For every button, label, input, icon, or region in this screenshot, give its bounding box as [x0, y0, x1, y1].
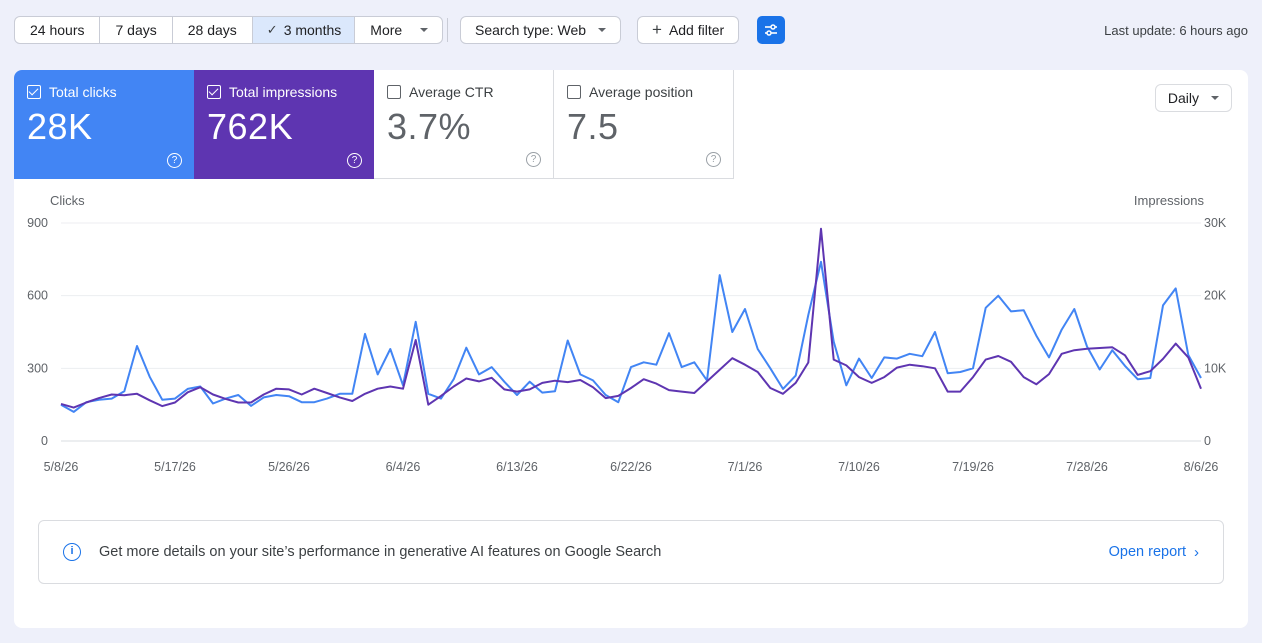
impressions-series-line	[60, 227, 1202, 409]
left-axis-label: Clicks	[50, 193, 85, 208]
tune-icon	[765, 24, 777, 36]
x-tick-label: 6/4/26	[386, 460, 421, 474]
banner-text: Get more details on your site’s performa…	[99, 544, 662, 560]
x-tick-label: 7/10/26	[838, 460, 880, 474]
metric-label: Average CTR	[409, 84, 494, 100]
metric-average-position[interactable]: Average position 7.5 ?	[554, 70, 734, 179]
range-label: 3 months	[283, 22, 342, 38]
left-tick-label: 600	[27, 289, 48, 303]
search-type-dropdown[interactable]: Search type: Web	[460, 16, 622, 44]
help-icon[interactable]: ?	[167, 153, 182, 168]
checkbox-icon[interactable]	[27, 85, 41, 99]
range-label: More	[370, 22, 403, 38]
metric-value: 762K	[207, 106, 294, 147]
x-tick-label: 5/8/26	[44, 460, 79, 474]
toolbar: 24 hours 7 days 28 days ✓ 3 months More …	[0, 0, 1262, 60]
x-tick-label: 5/26/26	[268, 460, 310, 474]
x-tick-label: 7/1/26	[728, 460, 763, 474]
checkbox-icon[interactable]	[387, 85, 401, 99]
metric-label: Total impressions	[229, 84, 338, 100]
open-report-link[interactable]: Open report ›	[1109, 544, 1199, 561]
left-tick-label: 0	[41, 434, 48, 448]
x-tick-label: 8/6/26	[1184, 460, 1219, 474]
range-24-hours[interactable]: 24 hours	[15, 17, 101, 43]
chevron-right-icon: ›	[1194, 543, 1199, 561]
range-label: 7 days	[115, 22, 157, 38]
help-icon[interactable]: ?	[526, 152, 541, 167]
checkbox-icon[interactable]	[567, 85, 581, 99]
range-3-months[interactable]: ✓ 3 months	[252, 17, 356, 43]
date-range-selector: 24 hours 7 days 28 days ✓ 3 months More	[14, 16, 444, 44]
search-type-label: Search type: Web	[475, 22, 587, 38]
x-tick-label: 6/13/26	[496, 460, 538, 474]
metric-value: 28K	[27, 106, 93, 147]
range-28-days[interactable]: 28 days	[173, 17, 253, 43]
performance-card: Total clicks 28K ? Total impressions 762…	[14, 70, 1248, 628]
x-tick-label: 6/22/26	[610, 460, 652, 474]
granularity-dropdown[interactable]: Daily	[1154, 84, 1232, 112]
metric-total-impressions[interactable]: Total impressions 762K ?	[194, 70, 374, 179]
metric-value: 7.5	[567, 106, 619, 147]
plus-icon: +	[652, 20, 662, 39]
range-label: 24 hours	[30, 22, 85, 38]
granularity-label: Daily	[1167, 90, 1199, 106]
right-axis-label: Impressions	[1134, 193, 1205, 208]
last-update-text: Last update: 6 hours ago	[1104, 23, 1248, 38]
range-label: 28 days	[187, 22, 237, 38]
metric-value: 3.7%	[387, 106, 472, 147]
checkbox-icon[interactable]	[207, 85, 221, 99]
info-icon: i	[63, 543, 81, 561]
right-tick-label: 20K	[1204, 289, 1227, 303]
right-tick-label: 0	[1204, 434, 1211, 448]
chevron-down-icon	[598, 28, 607, 32]
settings-tune-button[interactable]	[757, 16, 785, 44]
toolbar-divider	[447, 18, 448, 42]
help-icon[interactable]: ?	[706, 152, 721, 167]
open-report-label: Open report	[1108, 544, 1186, 560]
range-7-days[interactable]: 7 days	[100, 17, 173, 43]
range-more-dropdown[interactable]: More	[355, 17, 442, 43]
add-filter-label: Add filter	[668, 22, 725, 38]
chevron-down-icon	[420, 28, 429, 32]
x-tick-label: 5/17/26	[154, 460, 196, 474]
x-tick-label: 7/28/26	[1066, 460, 1108, 474]
left-tick-label: 900	[27, 216, 48, 230]
right-tick-label: 10K	[1204, 361, 1227, 375]
metric-label: Total clicks	[49, 84, 117, 100]
right-tick-label: 30K	[1204, 216, 1227, 230]
add-filter-button[interactable]: + Add filter	[637, 16, 740, 44]
left-tick-label: 300	[27, 361, 48, 375]
metric-label: Average position	[589, 84, 694, 100]
check-icon: ✓	[266, 22, 278, 37]
clicks-series-line	[60, 260, 1202, 413]
performance-chart: Clicks Impressions 900 30K 600 20K 300 10K 0 0 5/8…	[27, 193, 1227, 474]
help-icon[interactable]: ?	[347, 153, 362, 168]
metric-average-ctr[interactable]: Average CTR 3.7% ?	[374, 70, 554, 179]
x-tick-label: 7/19/26	[952, 460, 994, 474]
metric-total-clicks[interactable]: Total clicks 28K ?	[14, 70, 194, 179]
chevron-down-icon	[1211, 96, 1219, 100]
info-banner: i Get more details on your site’s perfor…	[38, 520, 1224, 584]
